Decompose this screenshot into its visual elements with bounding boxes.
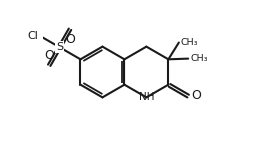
Text: NH: NH (139, 92, 154, 102)
Text: S: S (56, 42, 63, 52)
Text: O: O (44, 49, 54, 61)
Text: CH₃: CH₃ (190, 54, 208, 64)
Text: O: O (65, 33, 75, 46)
Text: Cl: Cl (27, 31, 38, 41)
Text: CH₃: CH₃ (181, 38, 198, 47)
Text: O: O (191, 89, 201, 102)
